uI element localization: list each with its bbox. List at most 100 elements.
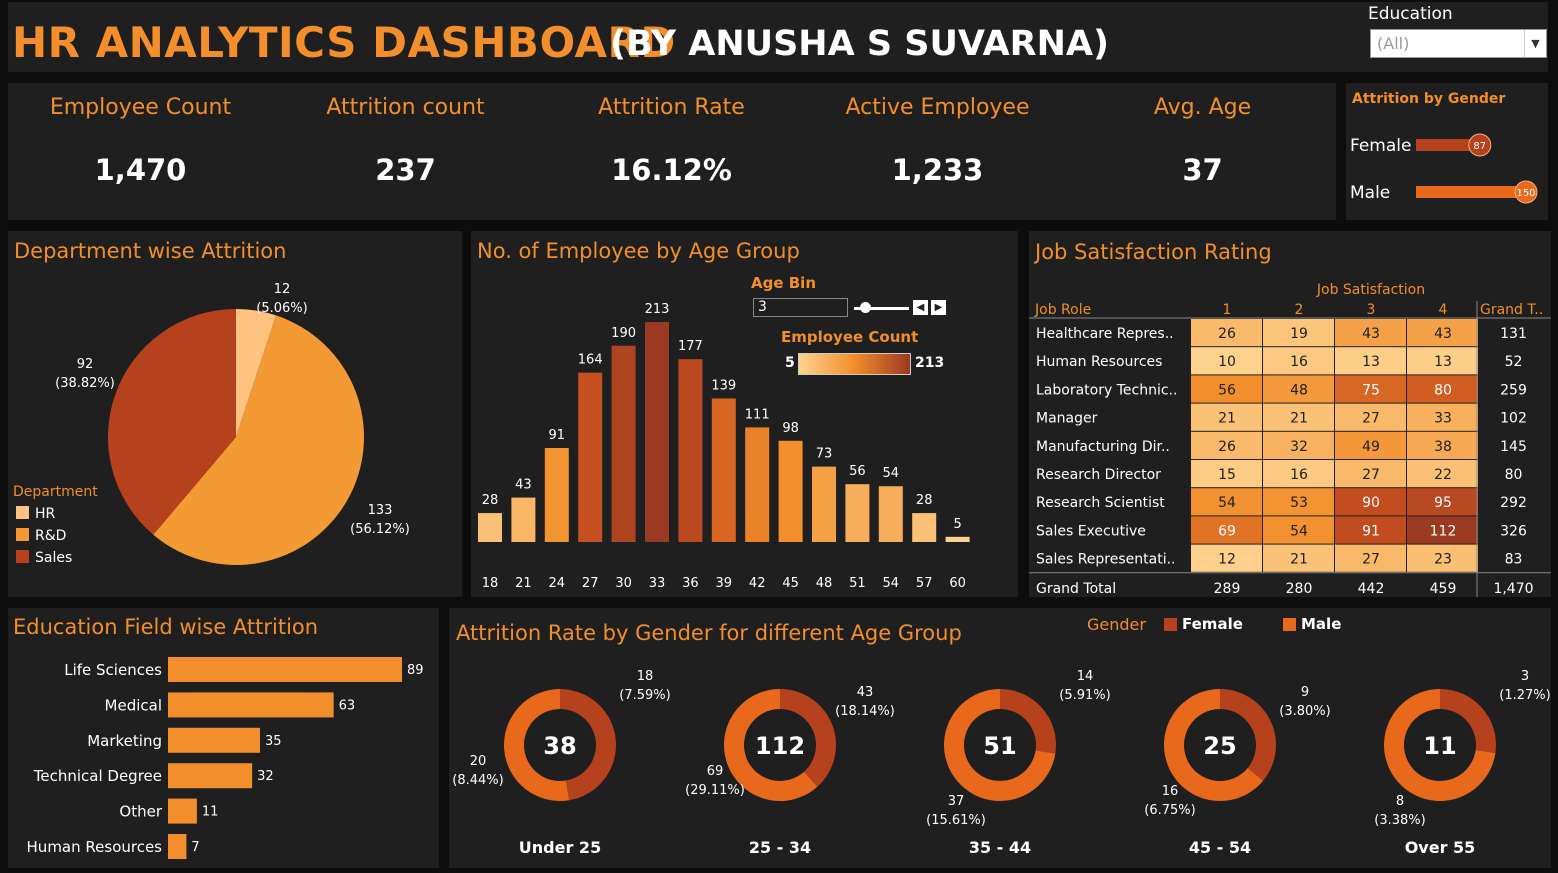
donut-male-label: (8.44%) <box>452 773 503 788</box>
gender-bar-end <box>1468 133 1492 157</box>
age-tick-label: 36 <box>682 576 699 591</box>
age-bar <box>678 359 703 542</box>
department-pie-slice <box>153 315 364 565</box>
donut-male-label: 37 <box>948 794 965 809</box>
jobsat-cell <box>1263 319 1334 347</box>
chevron-down-icon[interactable]: ▼ <box>1524 30 1546 57</box>
donut-female-slice <box>1000 689 1056 754</box>
jobsat-row-total: 259 <box>1500 382 1527 398</box>
legend-female-swatch <box>1164 618 1177 631</box>
edufield-category-label: Other <box>119 803 162 821</box>
jobsat-cell-value: 32 <box>1290 439 1308 455</box>
kpi-value: 1,470 <box>94 153 187 187</box>
donut-female-label: (7.59%) <box>619 688 670 703</box>
kpi-value: 237 <box>375 153 436 187</box>
slider-track <box>854 307 909 310</box>
color-legend-title: Employee Count <box>781 328 919 346</box>
jobsat-column-label: 1 <box>1223 302 1232 318</box>
edufield-category-label: Medical <box>105 696 162 714</box>
age-value-label: 190 <box>611 326 636 341</box>
department-legend-title: Department <box>13 484 98 500</box>
donut-female-label: 18 <box>637 669 654 684</box>
jobsat-cell <box>1263 431 1334 459</box>
donut-female-slice <box>780 689 836 787</box>
jobsat-cell <box>1335 544 1406 572</box>
jobsat-column-total: 442 <box>1358 581 1385 597</box>
age-bin-increment-button[interactable]: ▶ <box>931 300 946 315</box>
age-tick-label: 24 <box>549 576 566 591</box>
edufield-panel: Education Field wise Attrition Life Scie… <box>8 608 439 868</box>
jobsat-cell <box>1263 488 1334 516</box>
jobsat-cell <box>1191 319 1262 347</box>
department-legend-label: R&D <box>35 528 66 544</box>
donut-female-label: (5.91%) <box>1059 688 1110 703</box>
edufield-bar <box>168 657 402 682</box>
edufield-chart: Life Sciences 89 Medical 63 Marketing 35 Techn… <box>27 657 424 859</box>
jobsat-row-label: Human Resources <box>1036 354 1162 370</box>
jobsat-cell-value: 38 <box>1434 439 1452 455</box>
jobsat-cell-value: 27 <box>1362 467 1380 483</box>
jobsat-cell-value: 54 <box>1290 523 1308 539</box>
jobsat-row-label: Manufacturing Dir.. <box>1036 439 1170 455</box>
jobsat-cell-value: 53 <box>1290 495 1308 511</box>
donut-female-label: (1.27%) <box>1499 688 1550 703</box>
jobsat-cell <box>1407 516 1478 544</box>
donut-male-label: 69 <box>707 764 724 779</box>
kpi-label: Attrition Rate <box>598 95 745 120</box>
jobsat-cell-value: 22 <box>1434 467 1452 483</box>
age-chart: 28 18 43 21 91 24 164 27 190 30 213 33 177 36 139 39 111… <box>478 302 970 591</box>
age-tick-label: 57 <box>916 576 933 591</box>
kpi-value: 16.12% <box>611 153 732 187</box>
jobsat-cell-value: 69 <box>1218 523 1236 539</box>
jobsat-cell-value: 16 <box>1290 354 1308 370</box>
donut-female-label: 3 <box>1521 669 1529 684</box>
age-bar <box>578 372 603 542</box>
jobsat-cell <box>1335 347 1406 375</box>
jobsat-cell-value: 90 <box>1362 495 1380 511</box>
jobsat-cell <box>1335 431 1406 459</box>
edufield-bar <box>168 798 197 824</box>
jobsat-cell <box>1263 516 1334 544</box>
jobsat-row-total: 131 <box>1500 326 1527 342</box>
department-slice-label: 92 <box>77 357 94 372</box>
age-bin-input[interactable]: 3 <box>753 298 848 317</box>
jobsat-cell-value: 19 <box>1290 326 1308 342</box>
age-bar <box>945 536 970 542</box>
education-filter-value: (All) <box>1377 34 1410 53</box>
jobsat-cell-value: 13 <box>1434 354 1452 370</box>
jobsat-cell-value: 21 <box>1218 411 1236 427</box>
donut-female-slice <box>1220 689 1276 781</box>
jobsat-cell <box>1407 403 1478 431</box>
age-value-label: 54 <box>883 466 900 481</box>
education-filter-select[interactable]: (All) ▼ <box>1370 29 1547 58</box>
donut-female-label: 43 <box>857 685 874 700</box>
donut-male-slice <box>1384 689 1496 801</box>
jobsat-column-total: 459 <box>1430 581 1457 597</box>
slider-handle[interactable] <box>860 302 871 313</box>
age-bin-slider[interactable] <box>854 302 909 314</box>
jobsat-cell <box>1335 460 1406 488</box>
page-subtitle: (BY ANUSHA S SUVARNA) <box>610 24 1110 64</box>
donut-female-slice <box>560 689 616 801</box>
age-tick-label: 60 <box>949 576 966 591</box>
age-tick-label: 27 <box>582 576 599 591</box>
jobsat-cell-value: 26 <box>1218 326 1236 342</box>
jobsat-cell-value: 21 <box>1290 552 1308 568</box>
department-chart: 12 (5.06%) 133 (56.12%) 92 (38.82%) Department… <box>13 282 410 566</box>
jobsat-grand-total-label: Grand Total <box>1036 581 1116 597</box>
gender-category-label: Male <box>1350 183 1390 203</box>
donut-female-label: (18.14%) <box>835 704 895 719</box>
jobsat-cell-value: 16 <box>1290 467 1308 483</box>
edufield-category-label: Life Sciences <box>64 661 162 679</box>
edufield-value-label: 7 <box>191 840 199 855</box>
edufield-value-label: 63 <box>339 698 356 713</box>
age-chart-title: No. of Employee by Age Group <box>477 239 800 263</box>
department-legend-swatch <box>16 550 29 563</box>
jobsat-cell <box>1335 516 1406 544</box>
legend-female-label: Female <box>1182 615 1243 633</box>
gender-legend-title: Gender <box>1087 615 1146 634</box>
color-legend-max: 213 <box>915 355 945 371</box>
age-bin-decrement-button[interactable]: ◀ <box>913 300 928 315</box>
age-bar <box>845 484 870 542</box>
edufield-category-label: Marketing <box>87 732 162 750</box>
